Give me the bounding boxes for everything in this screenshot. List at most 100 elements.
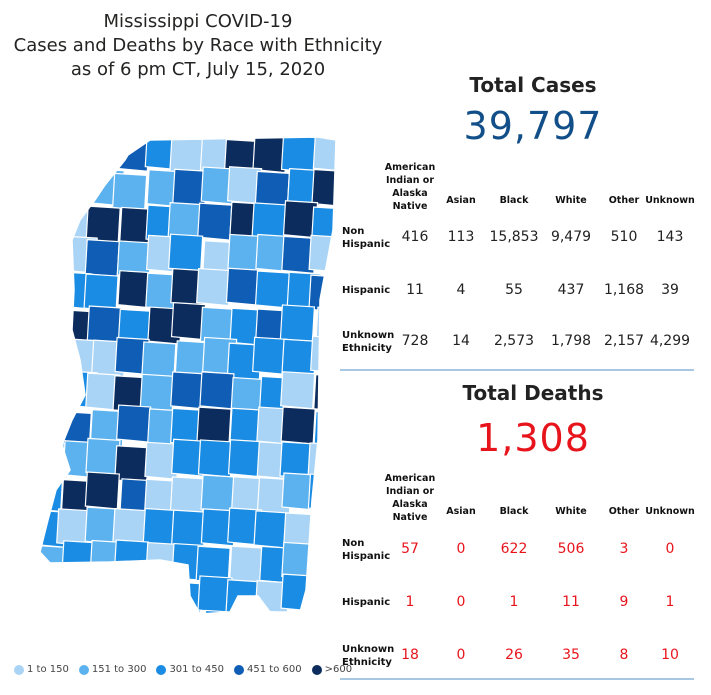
county [200, 474, 236, 513]
legend-swatch [156, 664, 167, 675]
county [310, 335, 336, 374]
table-cell: 1 [405, 594, 415, 610]
table-cell: 437 [557, 282, 585, 298]
county [196, 267, 232, 307]
state-outline [39, 136, 337, 615]
column-header: Asian [446, 506, 476, 517]
table-cell: 506 [557, 541, 585, 557]
legend-item-5: >600 [311, 664, 352, 675]
table-cell: 35 [562, 647, 580, 663]
legend-label: 1 to 150 [27, 664, 69, 675]
legend-item-2: 151 to 300 [78, 664, 147, 675]
table-cell: 57 [401, 541, 419, 557]
table-cell: 11 [406, 282, 424, 298]
row-header: Unknown Ethnicity [342, 644, 395, 668]
county [84, 471, 120, 510]
county [40, 234, 67, 273]
county [254, 270, 291, 309]
table-cell: 1 [509, 594, 519, 610]
county [88, 576, 124, 614]
total-deaths-heading: Total Deaths [462, 381, 604, 405]
row-header: Hispanic [342, 597, 391, 608]
county [313, 410, 336, 450]
column-header: Black [499, 195, 529, 206]
county [40, 473, 64, 513]
county [56, 579, 92, 614]
county [141, 341, 177, 380]
table-cell: 728 [401, 333, 429, 349]
county [139, 373, 175, 412]
table-cell: 510 [610, 229, 638, 245]
legend-label: 151 to 300 [91, 664, 147, 675]
table-cell: 2,573 [493, 333, 535, 349]
county [116, 404, 152, 443]
table-cell: 4,299 [649, 333, 691, 349]
total-deaths-value: 1,308 [476, 416, 590, 460]
county [196, 406, 232, 445]
row-header: Non Hispanic [342, 226, 391, 250]
title-line-3: as of 6 pm CT, July 15, 2020 [70, 59, 326, 80]
table-cell: 8 [619, 647, 629, 663]
county [168, 233, 204, 272]
table-cell: 3 [619, 541, 629, 557]
table-cell: 0 [456, 647, 466, 663]
divider [340, 369, 694, 371]
county [228, 545, 265, 584]
county [86, 305, 122, 344]
column-header: White [555, 506, 587, 517]
table-cell: 18 [401, 647, 419, 663]
legend-item-1: 1 to 150 [14, 664, 69, 675]
column-header: White [555, 195, 587, 206]
column-header: Other [608, 195, 640, 206]
county [40, 168, 71, 208]
total-cases-value: 39,797 [463, 104, 603, 148]
county [197, 202, 233, 241]
row-header: Unknown Ethnicity [342, 330, 395, 354]
column-header: Other [608, 506, 640, 517]
county [171, 613, 208, 614]
table-cell: 10 [661, 647, 679, 663]
title-line-2: Cases and Deaths by Race with Ethnicity [13, 35, 383, 56]
county [114, 445, 150, 484]
table-cell: 0 [456, 594, 466, 610]
county [280, 137, 317, 174]
county [83, 138, 120, 177]
county [40, 268, 68, 307]
table-cell: 416 [401, 229, 429, 245]
row-header: Hispanic [342, 285, 391, 296]
county [40, 308, 67, 347]
legend-swatch [14, 664, 24, 675]
county [63, 607, 99, 614]
total-cases-heading: Total Cases [469, 73, 597, 97]
table-cell: 39 [661, 282, 679, 298]
table-cell: 0 [665, 541, 675, 557]
county [167, 581, 203, 614]
county [280, 371, 316, 410]
table-cell: 11 [562, 594, 580, 610]
county [280, 406, 316, 445]
table-cell: 1,798 [550, 333, 592, 349]
county [40, 406, 65, 445]
county [57, 137, 93, 174]
county [112, 609, 148, 614]
legend-item-3: 301 to 450 [156, 664, 224, 675]
column-header: Unknown [645, 195, 695, 206]
county [251, 202, 287, 241]
legend-swatch [78, 664, 89, 675]
county [40, 576, 66, 614]
county [40, 608, 63, 614]
county [84, 239, 120, 278]
row-header: Non Hispanic [342, 538, 391, 562]
table-cell: 15,853 [489, 229, 539, 245]
county [40, 336, 69, 376]
title-line-1: Mississippi COVID-19 [103, 11, 293, 32]
county [85, 611, 121, 614]
chart-title: Mississippi COVID-19 Cases and Deaths by… [0, 10, 396, 82]
county [169, 476, 206, 515]
table-cell: 1,168 [603, 282, 645, 298]
table-cell: 113 [447, 229, 475, 245]
county [197, 439, 234, 478]
table-cell: 55 [505, 282, 523, 298]
map-legend: 1 to 150 151 to 300 301 to 450 451 to 60… [14, 664, 352, 675]
